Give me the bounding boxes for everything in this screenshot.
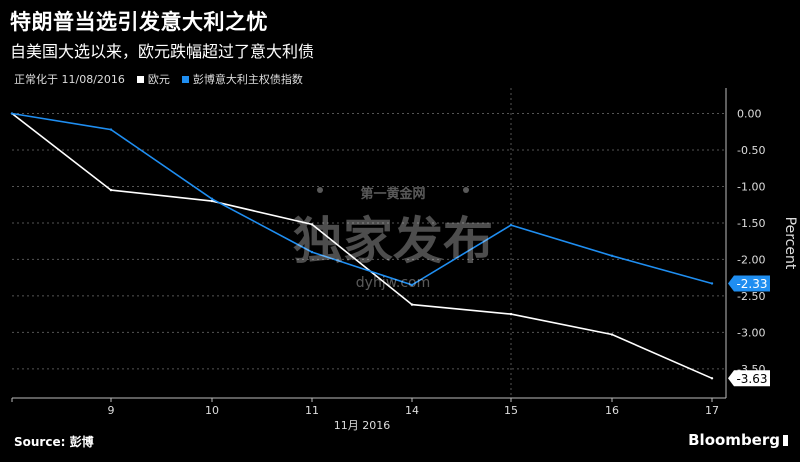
y-tick-label: -0.50 xyxy=(737,144,765,157)
x-tick-label: 16 xyxy=(605,404,619,417)
data-point-1 xyxy=(410,283,414,287)
data-point-0 xyxy=(310,223,314,226)
y-tick-label: 0.00 xyxy=(737,108,762,121)
y-tick-label: -2.50 xyxy=(737,290,765,303)
legend-normalized: 正常化于 11/08/2016 xyxy=(14,71,125,87)
legend-swatch-btp xyxy=(181,75,189,83)
y-tick-label: -1.00 xyxy=(737,180,765,193)
bloomberg-logo: Bloomberg xyxy=(688,431,788,449)
end-label-tag-0 xyxy=(728,370,770,387)
end-label-0: -3.63 xyxy=(736,372,767,386)
data-point-1 xyxy=(10,112,14,115)
data-point-0 xyxy=(109,188,113,192)
y-tick-label: -2.00 xyxy=(737,253,765,266)
x-axis-label: 11月 2016 xyxy=(334,419,391,432)
data-point-0 xyxy=(210,199,214,203)
chart-title: 特朗普当选引发意大利之忧 xyxy=(10,10,268,34)
source-note: Source: 彭博 xyxy=(14,435,94,449)
x-tick-label: 14 xyxy=(405,404,419,417)
x-tick-label: 9 xyxy=(108,404,115,417)
watermark-star-left xyxy=(317,187,323,193)
data-point-1 xyxy=(109,128,113,131)
x-tick-label: 17 xyxy=(705,404,719,417)
legend-label-euro: 欧元 xyxy=(147,73,170,86)
legend: 正常化于 11/08/2016 欧元 彭博意大利主权债指数 xyxy=(14,71,315,87)
series-line-0 xyxy=(11,112,713,380)
legend-item-btp: 彭博意大利主权债指数 xyxy=(181,71,303,87)
watermark-url: dyhjw.com xyxy=(356,275,430,291)
y-tick-label: -3.00 xyxy=(737,326,765,339)
watermark-star-right xyxy=(463,187,469,193)
x-tick-label: 11 xyxy=(305,404,319,417)
legend-swatch-euro xyxy=(136,75,144,83)
watermark-main: 独家发布 xyxy=(293,212,493,270)
legend-normalized-label: 正常化于 11/08/2016 xyxy=(14,73,125,86)
legend-item-euro: 欧元 xyxy=(136,71,170,87)
data-point-1 xyxy=(509,223,513,227)
chart-subtitle: 自美国大选以来，欧元跌幅超过了意大利债 xyxy=(10,42,315,61)
x-tick-label: 10 xyxy=(205,404,219,417)
data-point-0 xyxy=(410,303,414,306)
end-label-tag-1 xyxy=(728,275,770,292)
data-point-1 xyxy=(710,282,714,285)
data-point-1 xyxy=(310,250,314,254)
data-point-0 xyxy=(710,377,714,380)
brand-mark-icon xyxy=(783,435,788,446)
brand-name: Bloomberg xyxy=(688,431,780,449)
end-label-1: -2.33 xyxy=(736,277,767,291)
y-axis-label: Percent xyxy=(782,217,798,270)
data-point-1 xyxy=(210,197,214,201)
data-point-0 xyxy=(509,312,513,316)
data-point-0 xyxy=(610,333,614,336)
data-point-1 xyxy=(610,254,614,257)
y-tick-label: -1.50 xyxy=(737,217,765,230)
x-tick-label: 15 xyxy=(504,404,518,417)
series-line-1 xyxy=(11,112,713,286)
legend-label-btp: 彭博意大利主权债指数 xyxy=(192,73,303,86)
watermark-top: 第一黄金网 xyxy=(360,186,425,202)
